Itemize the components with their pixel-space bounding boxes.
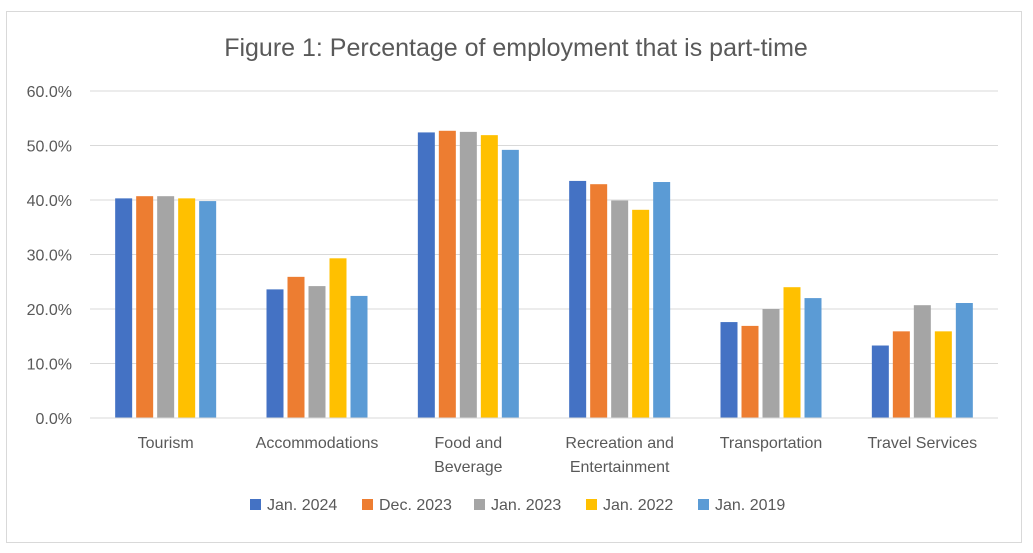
bar bbox=[266, 289, 284, 418]
bar bbox=[653, 182, 671, 418]
legend-swatch bbox=[474, 499, 485, 510]
gridlines bbox=[90, 90, 998, 419]
bar bbox=[871, 345, 889, 418]
bar bbox=[287, 276, 305, 418]
bar bbox=[459, 131, 477, 418]
legend-label: Jan. 2019 bbox=[715, 497, 785, 514]
bar bbox=[199, 201, 217, 418]
bar bbox=[136, 196, 154, 418]
chart-title: Figure 1: Percentage of employment that … bbox=[224, 34, 808, 62]
bar bbox=[590, 184, 608, 418]
legend-label: Jan. 2022 bbox=[603, 497, 673, 514]
y-tick-label: 10.0% bbox=[27, 357, 72, 374]
bar bbox=[480, 135, 498, 418]
bar bbox=[350, 295, 368, 418]
bar bbox=[157, 196, 175, 418]
bar bbox=[329, 258, 347, 418]
x-axis: Tourism Accommodations Food and Beverage Rec… bbox=[90, 417, 998, 476]
y-tick-label: 50.0% bbox=[27, 139, 72, 156]
y-axis: 0.0% 10.0% 20.0% 30.0% 40.0% 50.0% 60.0% bbox=[27, 84, 72, 428]
y-tick-label: 40.0% bbox=[27, 193, 72, 210]
x-tick-label: Recreation and Entertainment bbox=[565, 435, 674, 476]
bar bbox=[741, 325, 759, 418]
legend-swatch bbox=[362, 499, 373, 510]
y-tick-label: 0.0% bbox=[36, 411, 72, 428]
legend-label: Dec. 2023 bbox=[379, 497, 452, 514]
legend-item: Jan. 2022 bbox=[586, 497, 673, 514]
x-tick-label: Food and Beverage bbox=[434, 435, 503, 476]
legend-swatch bbox=[250, 499, 261, 510]
bar bbox=[913, 305, 931, 418]
legend-item: Jan. 2019 bbox=[698, 497, 785, 514]
legend-item: Jan. 2023 bbox=[474, 497, 561, 514]
bar bbox=[762, 309, 780, 418]
bar bbox=[308, 286, 326, 418]
bar bbox=[632, 209, 650, 418]
bars bbox=[115, 130, 973, 419]
legend-item: Dec. 2023 bbox=[362, 497, 452, 514]
bar bbox=[501, 149, 519, 419]
legend: Jan. 2024 Dec. 2023 Jan. 2023 Jan. 2022 Jan.… bbox=[250, 497, 785, 514]
y-tick-label: 60.0% bbox=[27, 84, 72, 101]
bar bbox=[720, 322, 738, 418]
bar bbox=[569, 180, 587, 418]
bar bbox=[892, 331, 910, 418]
x-tick-label: Accommodations bbox=[256, 435, 379, 452]
legend-label: Jan. 2023 bbox=[491, 497, 561, 514]
legend-swatch bbox=[586, 499, 597, 510]
bar bbox=[178, 198, 196, 418]
bar bbox=[115, 198, 133, 418]
bar bbox=[783, 287, 801, 418]
x-tick-label: Tourism bbox=[138, 435, 194, 452]
bar bbox=[804, 298, 822, 418]
y-tick-label: 30.0% bbox=[27, 248, 72, 265]
bar bbox=[611, 200, 629, 418]
bar bbox=[417, 132, 435, 419]
bar bbox=[955, 303, 973, 418]
legend-label: Jan. 2024 bbox=[267, 497, 337, 514]
bar bbox=[934, 331, 952, 418]
y-tick-label: 20.0% bbox=[27, 302, 72, 319]
bar bbox=[438, 130, 456, 418]
x-tick-label: Travel Services bbox=[868, 435, 978, 452]
legend-swatch bbox=[698, 499, 709, 510]
legend-item: Jan. 2024 bbox=[250, 497, 337, 514]
x-tick-label: Transportation bbox=[720, 435, 823, 452]
